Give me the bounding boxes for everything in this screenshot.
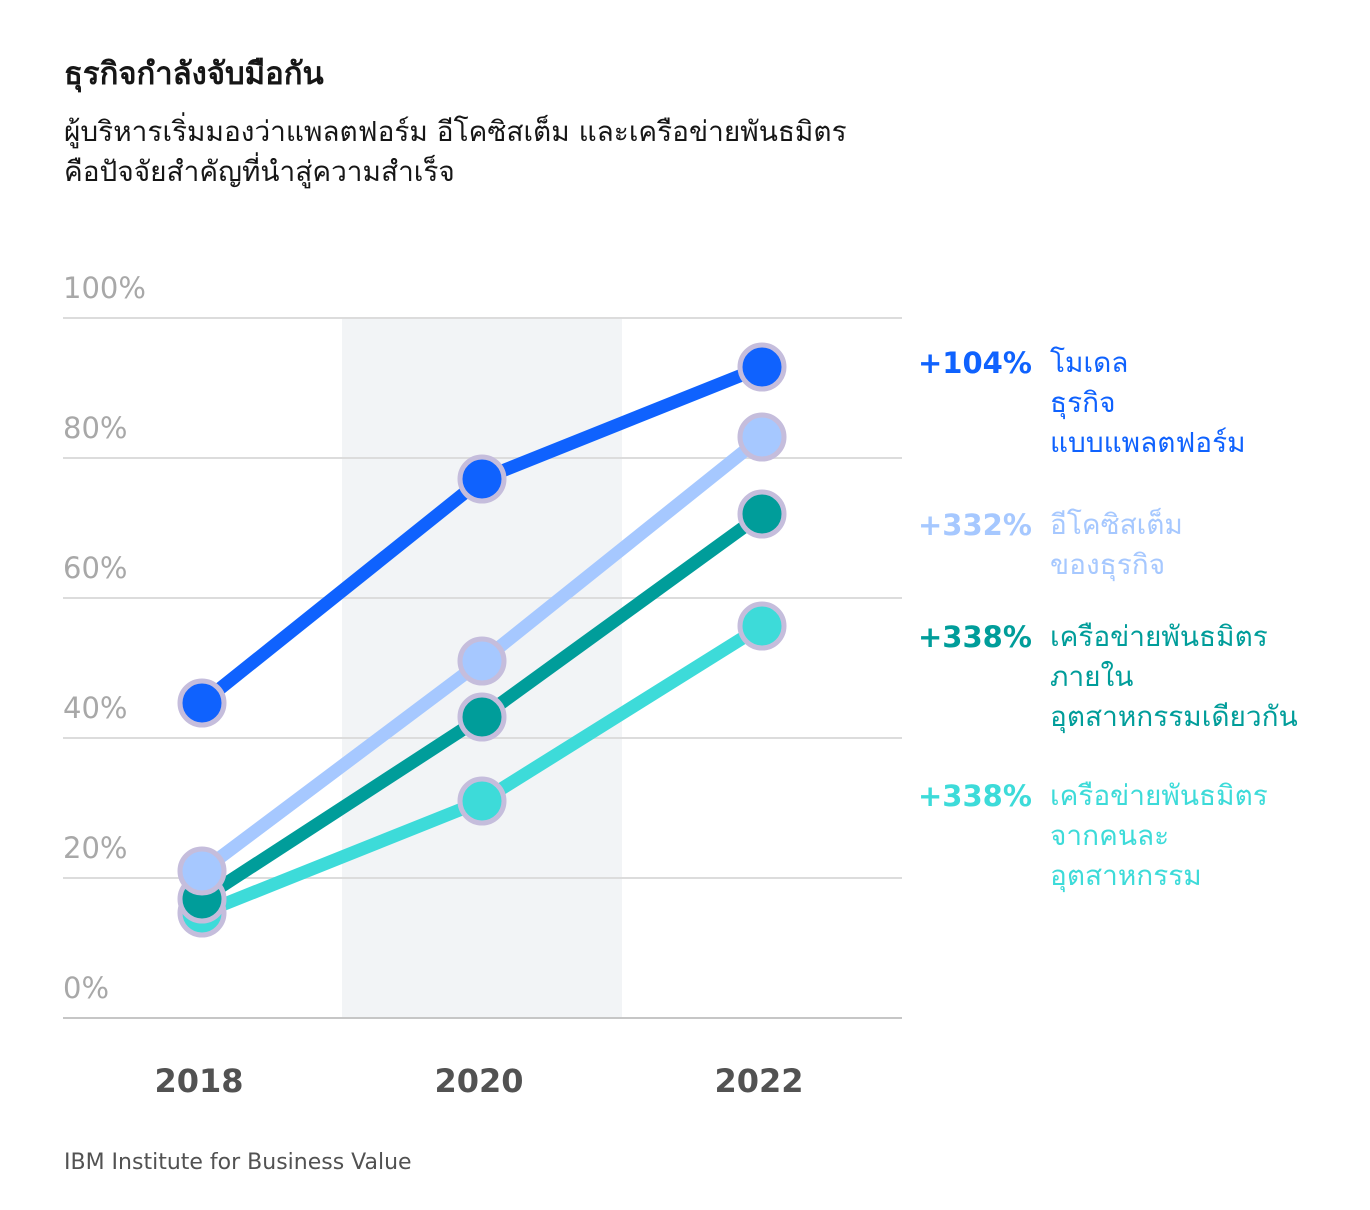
legend-change: +338% <box>918 620 1032 654</box>
legend-label-line: อุตสาหกรรม <box>1050 859 1202 892</box>
x-tick-label: 2022 <box>714 1062 803 1100</box>
legend-change: +104% <box>918 346 1032 380</box>
chart-subtitle: ผู้บริหารเริ่มมองว่าแพลตฟอร์ม อีโคซิสเต็… <box>64 112 1024 192</box>
legend-label: เครือข่ายพันธมิตร ภายใน อุตสาหกรรมเดียวก… <box>1050 617 1298 737</box>
y-tick-label: 20% <box>63 831 127 865</box>
legend-label-line: อุตสาหกรรมเดียวกัน <box>1050 700 1298 733</box>
chart-title: ธุรกิจกำลังจับมือกัน <box>64 56 324 92</box>
legend-label-line: อีโคซิสเต็ม <box>1050 508 1183 541</box>
data-point-s4 <box>737 601 787 651</box>
x-tick-label: 2018 <box>154 1062 243 1100</box>
data-point-s2 <box>457 636 507 686</box>
data-point-s1 <box>737 342 787 392</box>
data-point-s4 <box>457 776 507 826</box>
legend-item-platform: +104% โมเดล ธุรกิจ แบบแพลตฟอร์ม <box>918 343 1246 463</box>
legend-label-line: โมเดล <box>1050 346 1129 379</box>
y-tick-label: 80% <box>63 411 127 445</box>
data-point-s3 <box>737 489 787 539</box>
legend-change: +338% <box>918 779 1032 813</box>
legend-item-same-industry: +338% เครือข่ายพันธมิตร ภายใน อุตสาหกรรม… <box>918 617 1298 737</box>
subtitle-line: ผู้บริหารเริ่มมองว่าแพลตฟอร์ม อีโคซิสเต็… <box>64 115 847 148</box>
legend-label: อีโคซิสเต็ม ของธุรกิจ <box>1050 505 1183 585</box>
legend-label-line: แบบแพลตฟอร์ม <box>1050 426 1246 459</box>
legend-label-line: ธุรกิจ <box>1050 386 1116 419</box>
y-tick-label: 0% <box>63 971 109 1005</box>
data-point-s1 <box>177 678 227 728</box>
legend-item-ecosystem: +332% อีโคซิสเต็ม ของธุรกิจ <box>918 505 1183 585</box>
legend-item-cross-industry: +338% เครือข่ายพันธมิตร จากคนละ อุตสาหกร… <box>918 776 1268 896</box>
legend-label-line: เครือข่ายพันธมิตร <box>1050 779 1268 812</box>
data-point-s2 <box>737 412 787 462</box>
data-point-s1 <box>457 454 507 504</box>
legend-label: โมเดล ธุรกิจ แบบแพลตฟอร์ม <box>1050 343 1246 463</box>
x-tick-label: 2020 <box>434 1062 523 1100</box>
y-tick-label: 40% <box>63 691 127 725</box>
legend-label-line: ภายใน <box>1050 660 1134 693</box>
legend-label-line: เครือข่ายพันธมิตร <box>1050 620 1268 653</box>
subtitle-line: คือปัจจัยสำคัญที่นำสู่ความสำเร็จ <box>64 155 455 188</box>
data-point-s2 <box>177 846 227 896</box>
legend-change: +332% <box>918 508 1032 542</box>
legend-label-line: จากคนละ <box>1050 819 1170 852</box>
legend-label: เครือข่ายพันธมิตร จากคนละ อุตสาหกรรม <box>1050 776 1268 896</box>
y-tick-label: 100% <box>63 271 146 305</box>
legend-label-line: ของธุรกิจ <box>1050 548 1166 581</box>
source-note: IBM Institute for Business Value <box>64 1150 412 1175</box>
data-point-s3 <box>457 692 507 742</box>
y-tick-label: 60% <box>63 551 127 585</box>
